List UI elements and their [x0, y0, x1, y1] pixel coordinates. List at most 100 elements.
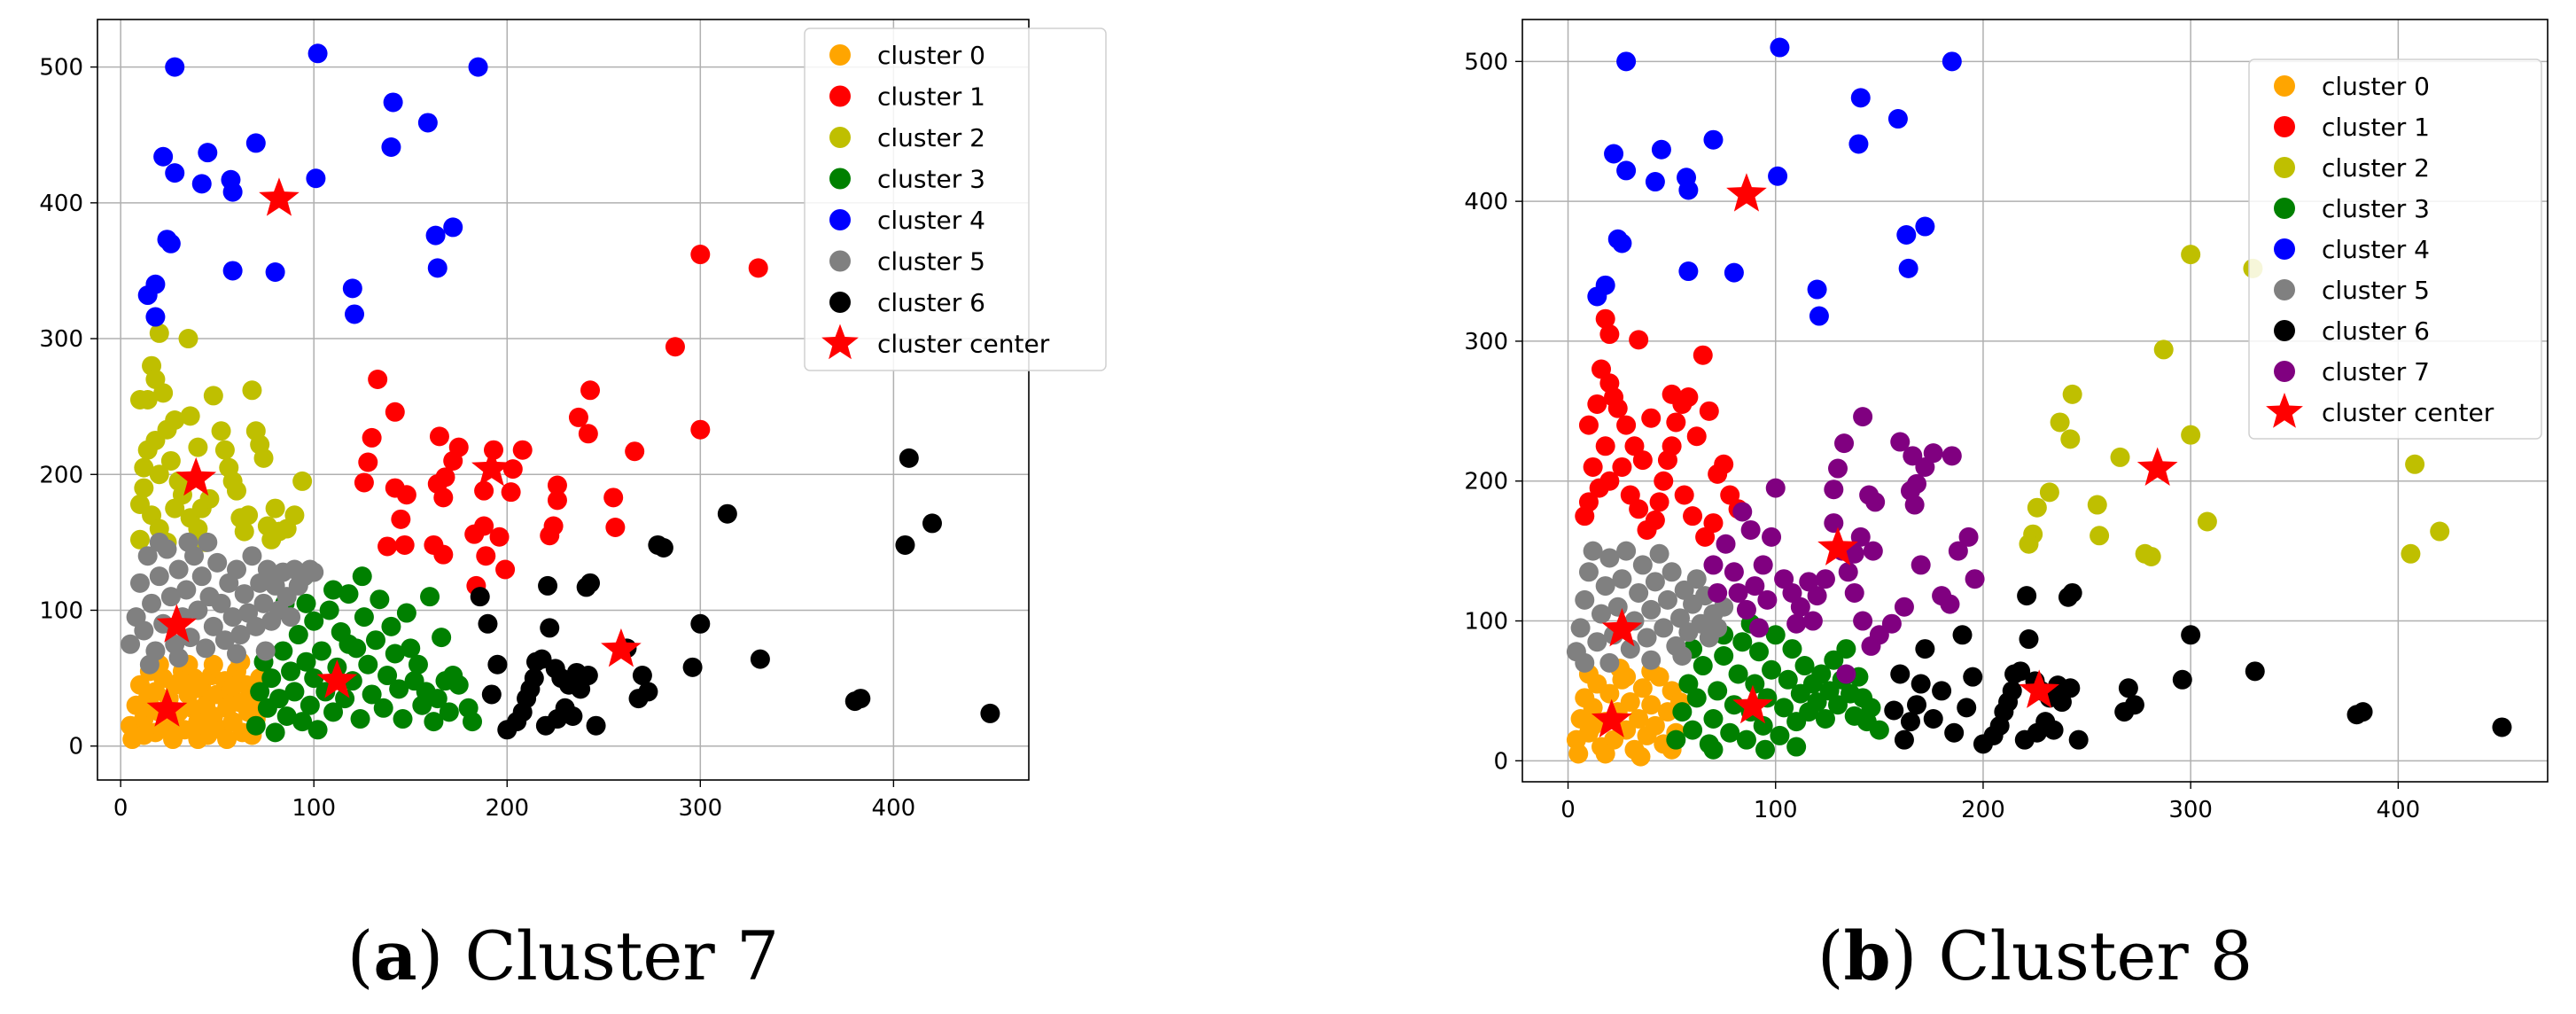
legend-marker: [829, 250, 851, 272]
legend-marker: [2274, 361, 2295, 382]
point-cluster-7: [1740, 519, 1761, 540]
point-cluster-6: [1952, 625, 1973, 645]
legend-marker: [829, 209, 851, 230]
point-cluster-1: [394, 534, 415, 555]
point-cluster-7: [1865, 492, 1886, 512]
point-cluster-0: [1583, 698, 1603, 718]
point-cluster-1: [1645, 510, 1665, 530]
point-cluster-3: [281, 661, 301, 682]
y-tick-label: 200: [1464, 469, 1508, 495]
point-cluster-3: [276, 706, 297, 726]
point-cluster-1: [396, 485, 416, 505]
point-cluster-3: [1824, 650, 1844, 670]
point-cluster-0: [1583, 715, 1603, 736]
point-cluster-4: [1703, 129, 1724, 150]
point-cluster-1: [358, 452, 378, 472]
point-cluster-2: [2181, 245, 2201, 265]
point-cluster-3: [1703, 739, 1724, 760]
point-cluster-3: [432, 628, 452, 648]
point-cluster-6: [750, 649, 770, 669]
point-cluster-3: [288, 625, 308, 645]
point-cluster-5: [176, 580, 197, 600]
point-cluster-1: [495, 559, 516, 580]
point-cluster-6: [576, 577, 596, 597]
legend-marker: [2274, 116, 2295, 137]
point-cluster-5: [1662, 562, 1682, 582]
point-cluster-4: [443, 217, 463, 238]
x-tick-label: 0: [113, 795, 128, 822]
x-tick-label: 200: [1961, 797, 2005, 823]
point-cluster-5: [255, 641, 276, 661]
point-cluster-3: [268, 689, 289, 709]
point-cluster-3: [1666, 729, 1686, 750]
point-cluster-3: [1720, 722, 1740, 743]
cluster-center-star: [259, 177, 300, 216]
point-cluster-1: [1695, 526, 1716, 547]
point-cluster-6: [1900, 712, 1920, 732]
point-cluster-7: [1834, 433, 1855, 454]
point-cluster-3: [319, 600, 339, 620]
point-cluster-4: [306, 168, 326, 189]
points-layer: [1566, 37, 2512, 767]
point-cluster-5: [1708, 618, 1728, 638]
x-tick-label: 300: [678, 795, 722, 822]
point-cluster-2: [137, 440, 158, 460]
point-cluster-5: [226, 644, 246, 664]
point-cluster-1: [1616, 415, 1637, 435]
point-cluster-2: [2153, 339, 2174, 360]
point-cluster-3: [273, 641, 293, 661]
point-cluster-3: [323, 702, 344, 722]
cluster-center-star: [175, 456, 217, 496]
point-cluster-3: [339, 634, 359, 654]
point-cluster-6: [2492, 717, 2512, 737]
point-cluster-3: [1765, 625, 1786, 645]
x-tick-label: 100: [1754, 797, 1798, 823]
point-cluster-2: [178, 329, 198, 349]
point-cluster-1: [690, 419, 711, 440]
point-cluster-5: [1575, 589, 1595, 610]
legend-marker: [2274, 157, 2295, 178]
point-cluster-3: [1815, 708, 1835, 729]
point-cluster-3: [352, 566, 372, 587]
point-cluster-2: [134, 457, 154, 478]
point-cluster-7: [1708, 582, 1728, 603]
point-cluster-5: [160, 587, 181, 607]
legend-marker: [2274, 198, 2295, 219]
point-cluster-2: [2110, 447, 2130, 467]
cluster-center-star: [1726, 173, 1767, 212]
point-cluster-0: [1632, 678, 1653, 698]
point-cluster-2: [214, 440, 235, 460]
point-cluster-3: [373, 698, 393, 718]
point-cluster-4: [342, 278, 362, 299]
point-cluster-6: [717, 503, 737, 524]
point-cluster-5: [1583, 541, 1603, 561]
point-cluster-1: [1641, 408, 1662, 428]
point-cluster-6: [540, 618, 560, 638]
point-cluster-3: [439, 702, 459, 722]
cluster-center-star: [1591, 698, 1632, 737]
point-cluster-5: [1612, 569, 1632, 589]
point-cluster-6: [563, 706, 583, 726]
point-cluster-6: [470, 587, 490, 607]
point-cluster-0: [1645, 715, 1665, 736]
cluster-center-star: [1732, 684, 1773, 724]
point-cluster-5: [168, 648, 189, 668]
point-cluster-3: [396, 603, 416, 623]
point-cluster-4: [1850, 88, 1871, 108]
point-cluster-0: [1620, 692, 1640, 713]
point-cluster-5: [142, 593, 162, 613]
point-cluster-3: [1703, 708, 1724, 729]
point-cluster-7: [1716, 534, 1736, 554]
point-cluster-6: [1932, 681, 1952, 701]
point-cluster-6: [2060, 678, 2081, 698]
point-cluster-4: [1645, 172, 1665, 192]
plot-frame: [1521, 19, 2549, 783]
point-cluster-6: [2068, 729, 2089, 750]
point-cluster-0: [1629, 708, 1649, 729]
point-cluster-6: [481, 684, 502, 705]
x-tick-label: 400: [872, 795, 916, 822]
point-cluster-6: [851, 689, 871, 709]
point-cluster-6: [895, 534, 915, 555]
point-cluster-6: [1944, 722, 1965, 743]
